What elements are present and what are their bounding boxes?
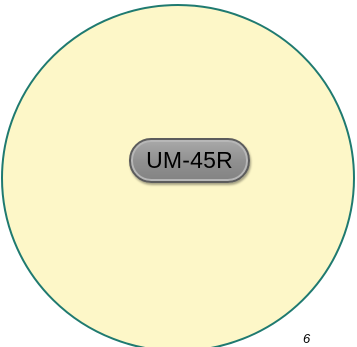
page-number: 6 bbox=[303, 331, 311, 346]
node-label: UM-45R bbox=[146, 147, 233, 173]
node-pill: UM-45R bbox=[129, 138, 250, 183]
